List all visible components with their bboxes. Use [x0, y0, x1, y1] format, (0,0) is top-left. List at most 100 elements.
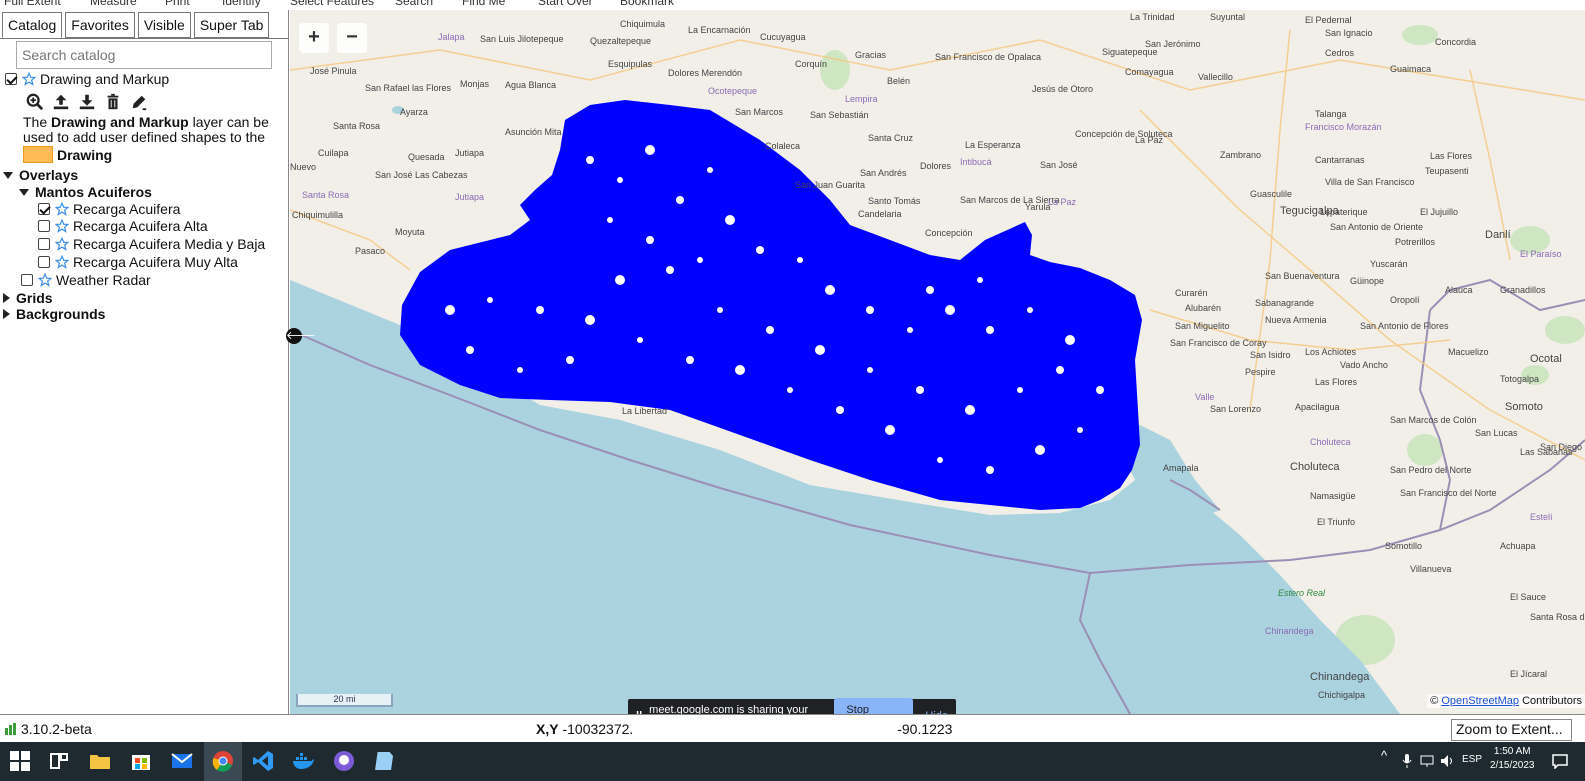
favorite-star-icon[interactable] — [55, 255, 69, 269]
download-icon[interactable] — [78, 93, 96, 111]
notepad-icon[interactable] — [373, 749, 397, 773]
place-label: La Encarnación — [688, 25, 751, 35]
tab-super-tab[interactable]: Super Tab — [193, 12, 270, 38]
expand-down-icon[interactable] — [3, 171, 13, 179]
place-label: Guaimaca — [1390, 64, 1431, 74]
mail-icon[interactable] — [170, 749, 194, 773]
place-label: Vado Ancho — [1340, 360, 1388, 370]
place-label: Yuscarán — [1370, 259, 1408, 269]
toolbar-item-full-extent[interactable]: Full Extent — [4, 0, 61, 8]
show-hidden-icons-chevron-icon[interactable]: ^ — [1381, 748, 1388, 763]
store-icon[interactable] — [129, 749, 153, 773]
layer-label[interactable]: Recarga Acuifera Muy Alta — [73, 254, 238, 270]
group-backgrounds[interactable]: Backgrounds — [3, 306, 105, 322]
group-grids-label[interactable]: Grids — [16, 290, 53, 306]
place-label: San Ignacio — [1325, 28, 1373, 38]
search-catalog-input[interactable] — [16, 41, 272, 69]
group-overlays[interactable]: Overlays — [3, 167, 78, 183]
toolbar-item-bookmark[interactable]: Bookmark — [620, 0, 675, 8]
expand-down-icon[interactable] — [19, 188, 29, 196]
volume-icon[interactable] — [1440, 754, 1456, 768]
collapse-panel-arrow-icon[interactable]: 🡐 — [286, 328, 316, 344]
place-label: La Trinidad — [1130, 12, 1175, 22]
place-label: Danlí — [1485, 229, 1511, 241]
place-label: Estero Real — [1278, 588, 1326, 598]
pacific-ocean — [290, 280, 1400, 714]
favorite-star-icon[interactable] — [38, 273, 52, 287]
file-explorer-icon[interactable] — [88, 749, 112, 773]
tab-favorites[interactable]: Favorites — [65, 12, 135, 38]
zoom-in-button[interactable]: + — [299, 23, 329, 53]
layer-checkbox[interactable] — [38, 203, 50, 215]
toolbar-item-find-me[interactable]: Find Me — [462, 0, 506, 8]
favorite-star-icon[interactable] — [55, 219, 69, 233]
place-label: José Pinula — [310, 66, 357, 76]
openstreetmap-link[interactable]: OpenStreetMap — [1441, 695, 1520, 707]
place-label: San Buenaventura — [1265, 271, 1340, 281]
layer-checkbox[interactable] — [21, 274, 33, 286]
place-labels: Chiquimula La Encarnación Cucuyagua Grac… — [290, 12, 1585, 700]
zoom-to-layer-icon[interactable] — [26, 93, 44, 111]
overlay-gaps — [445, 145, 1104, 474]
pencil-icon[interactable] — [130, 93, 148, 111]
clock[interactable]: 1:50 AM 2/15/2023 — [1490, 746, 1535, 771]
place-label: Yarula — [1025, 202, 1050, 212]
place-label: San Juan Guarita — [795, 180, 865, 190]
tab-visible[interactable]: Visible — [137, 12, 191, 38]
upload-icon[interactable] — [52, 93, 70, 111]
favorite-star-icon[interactable] — [22, 72, 36, 86]
task-view-icon[interactable] — [47, 749, 71, 773]
notifications-icon[interactable] — [1552, 753, 1568, 769]
layer-label[interactable]: Recarga Acuifera Alta — [73, 218, 208, 234]
layer-checkbox[interactable] — [38, 238, 50, 250]
toolbar-item-print[interactable]: Print — [165, 0, 190, 8]
panel-tabs: Catalog Favorites Visible Super Tab — [2, 12, 270, 39]
language-indicator[interactable]: ESP — [1462, 754, 1483, 765]
toolbar-item-measure[interactable]: Measure — [90, 0, 137, 8]
microphone-icon[interactable] — [1402, 753, 1412, 769]
group-grids[interactable]: Grids — [3, 290, 53, 306]
group-backgrounds-label[interactable]: Backgrounds — [16, 306, 106, 322]
trash-icon[interactable] — [104, 93, 122, 111]
place-label: Jutiapa — [455, 192, 484, 202]
toolbar-item-search[interactable]: Search — [395, 0, 434, 8]
layer-checkbox[interactable] — [38, 256, 50, 268]
place-label: Tegucigalpa — [1280, 205, 1340, 217]
place-label: Alubarén — [1185, 303, 1221, 313]
tab-catalog[interactable]: Catalog — [2, 12, 63, 38]
vscode-icon[interactable] — [251, 749, 275, 773]
github-desktop-icon[interactable] — [332, 749, 356, 773]
toolbar-item-start-over[interactable]: Start Over — [538, 0, 593, 8]
layer-checkbox[interactable] — [38, 220, 50, 232]
layer-recarga-acuifera-alta: Recarga Acuifera Alta — [38, 218, 208, 234]
docker-icon[interactable] — [291, 749, 315, 773]
network-icon[interactable] — [1420, 754, 1436, 768]
place-label: Chinandega — [1265, 626, 1314, 636]
zoom-out-button[interactable]: − — [337, 23, 367, 53]
expand-right-icon[interactable] — [3, 293, 10, 303]
layer-weather-radar: Weather Radar — [21, 272, 151, 288]
expand-right-icon[interactable] — [3, 309, 10, 319]
start-icon[interactable] — [8, 749, 32, 773]
favorite-star-icon[interactable] — [55, 237, 69, 251]
zoom-to-extent-select[interactable]: Zoom to Extent... — [1451, 719, 1572, 741]
drawing-layer-label[interactable]: Drawing and Markup — [40, 71, 170, 87]
toolbar-item-select-features[interactable]: Select Features — [290, 0, 375, 8]
group-mantos-acuiferos[interactable]: Mantos Acuiferos — [19, 184, 152, 200]
favorite-star-icon[interactable] — [55, 202, 69, 216]
scale-bar: 20 mi — [296, 694, 393, 707]
place-label: Villanueva — [1410, 564, 1451, 574]
chrome-icon[interactable] — [211, 749, 235, 773]
place-label: Santa Cruz — [868, 133, 914, 143]
layer-label[interactable]: Recarga Acuifera — [73, 201, 181, 217]
group-overlays-label[interactable]: Overlays — [19, 167, 79, 183]
toolbar-item-identify[interactable]: Identify — [222, 0, 261, 8]
layer-label[interactable]: Recarga Acuifera Media y Baja — [73, 236, 266, 252]
layer-label[interactable]: Weather Radar — [56, 272, 151, 288]
place-label: Quezaltepeque — [590, 36, 651, 46]
map-view[interactable]: Chiquimula La Encarnación Cucuyagua Grac… — [290, 10, 1585, 714]
place-label: San Miguelito — [1175, 321, 1230, 331]
group-mantos-label[interactable]: Mantos Acuiferos — [35, 184, 152, 200]
drawing-layer-checkbox[interactable] — [5, 73, 17, 85]
basemap: Chiquimula La Encarnación Cucuyagua Grac… — [290, 10, 1585, 714]
